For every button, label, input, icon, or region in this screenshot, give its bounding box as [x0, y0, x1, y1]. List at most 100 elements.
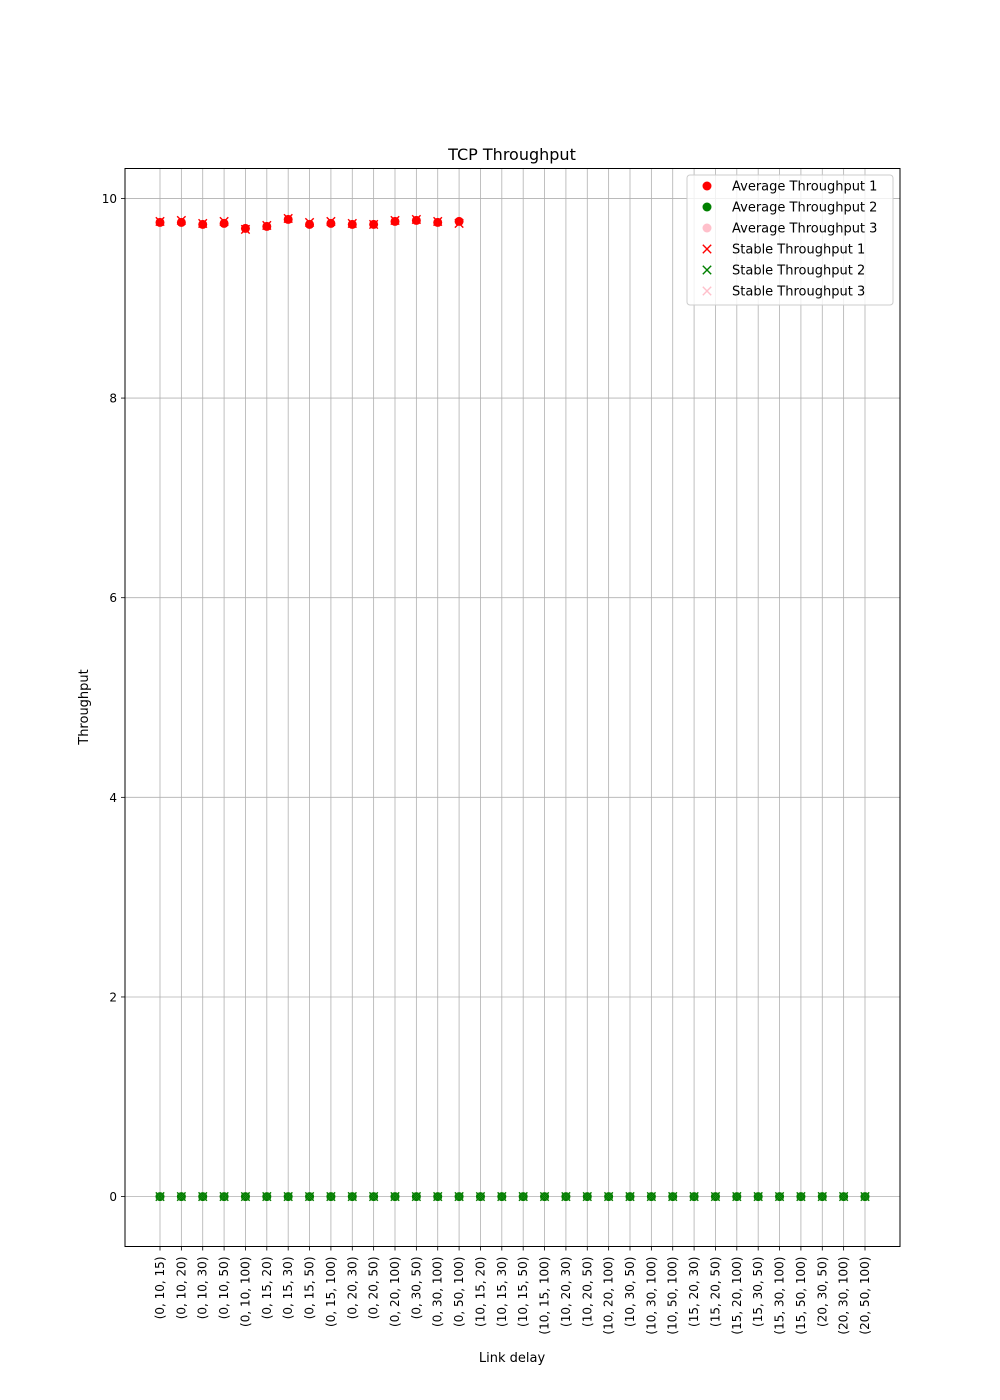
data-point-stable	[561, 1191, 571, 1202]
data-point-average	[155, 217, 165, 227]
x-axis-label: Link delay	[479, 1351, 546, 1366]
data-point-stable	[433, 216, 443, 227]
data-point-stable	[368, 1191, 379, 1202]
legend-label: Stable Throughput 1	[732, 243, 865, 258]
legend-entry: Stable Throughput 2	[702, 264, 865, 279]
x-tick-label: (20, 50, 100)	[858, 1257, 872, 1335]
x-tick-label: (10, 20, 30)	[559, 1257, 573, 1327]
data-point-stable	[454, 1191, 464, 1202]
legend-label: Average Throughput 2	[732, 201, 877, 216]
data-point-stable	[518, 1191, 528, 1202]
data-point-stable	[433, 1191, 443, 1202]
data-point-average	[198, 219, 208, 229]
data-point-stable	[240, 1191, 251, 1202]
legend-label: Average Throughput 3	[732, 222, 877, 237]
legend-label: Stable Throughput 2	[732, 264, 865, 279]
x-tick-label: (10, 20, 50)	[580, 1257, 594, 1327]
x-tick-label: (0, 10, 15)	[153, 1257, 167, 1320]
x-tick-label: (10, 30, 100)	[644, 1257, 658, 1335]
y-axis: 0 2 4 6 8 10	[102, 192, 125, 1204]
x-tick-label: (10, 30, 50)	[623, 1257, 637, 1327]
x-tick-label: (15, 30, 50)	[751, 1257, 765, 1327]
legend-marker	[702, 202, 712, 212]
data-point-stable	[475, 1191, 486, 1202]
data-point-stable	[710, 1191, 721, 1202]
data-point-stable	[368, 219, 379, 230]
legend-marker	[702, 286, 712, 296]
x-tick-label: (10, 50, 100)	[666, 1257, 680, 1335]
x-tick-label: (0, 30, 100)	[431, 1257, 445, 1327]
data-point-stable	[411, 214, 422, 225]
x-tick-label: (0, 20, 50)	[367, 1257, 381, 1320]
data-point-average	[326, 218, 336, 228]
data-point-stable	[304, 217, 315, 228]
legend-label: Stable Throughput 3	[732, 285, 865, 300]
x-tick-label: (0, 50, 100)	[452, 1257, 466, 1327]
data-point-stable	[304, 1191, 315, 1202]
x-axis: (0, 10, 15) (0, 10, 20) (0, 10, 30) (0, 10,…	[153, 1246, 872, 1335]
legend: Average Throughput 1 Average Throughput 2…	[686, 174, 894, 306]
x-tick-label: (15, 50, 100)	[794, 1257, 808, 1335]
x-tick-label: (10, 15, 100)	[538, 1257, 552, 1335]
x-tick-label: (20, 30, 50)	[815, 1257, 829, 1327]
data-point-stable	[155, 1191, 165, 1202]
legend-entry: Average Throughput 3	[702, 222, 877, 237]
legend-entry: Stable Throughput 1	[702, 243, 865, 258]
data-point-stable	[539, 1191, 550, 1202]
data-point-stable	[283, 1191, 293, 1202]
data-point-average	[390, 216, 400, 226]
x-tick-label: (10, 15, 20)	[473, 1257, 487, 1327]
data-point-stable	[411, 1191, 422, 1202]
data-point-stable	[326, 216, 336, 227]
data-point-stable	[732, 1191, 742, 1202]
y-tick-label: 2	[109, 990, 117, 1004]
y-tick-label: 6	[109, 591, 117, 605]
data-point-average	[454, 216, 464, 226]
data-point-stable	[326, 1191, 336, 1202]
plot-frame	[124, 168, 901, 1247]
y-tick-label: 8	[109, 392, 117, 406]
grid	[125, 168, 900, 1247]
x-tick-label: (15, 20, 50)	[708, 1257, 722, 1327]
x-tick-label: (20, 30, 100)	[837, 1257, 851, 1335]
data-point-stable	[390, 215, 400, 226]
data-point-average	[219, 218, 229, 228]
data-point-stable	[838, 1191, 849, 1202]
data-point-average	[411, 215, 421, 225]
data-point-stable	[582, 1191, 592, 1202]
data-point-stable	[646, 1191, 657, 1202]
x-tick-label: (0, 10, 100)	[238, 1257, 252, 1327]
x-tick-label: (15, 20, 30)	[687, 1257, 701, 1327]
data-point-stable	[347, 1191, 357, 1202]
x-tick-label: (10, 15, 30)	[495, 1257, 509, 1327]
x-tick-label: (0, 20, 30)	[345, 1257, 359, 1320]
x-tick-label: (10, 15, 50)	[516, 1257, 530, 1327]
data-point-stable	[753, 1191, 763, 1202]
data-point-stable	[240, 224, 251, 235]
data-point-average	[433, 217, 443, 227]
data-point-stable	[796, 1191, 806, 1202]
legend-entry: Stable Throughput 3	[702, 285, 865, 300]
legend-marker	[702, 223, 712, 233]
data-point-stable	[817, 1191, 827, 1202]
data-point-stable	[625, 1191, 635, 1202]
x-tick-label: (15, 30, 100)	[773, 1257, 787, 1335]
x-tick-label: (0, 15, 50)	[303, 1257, 317, 1320]
data-point-stable	[198, 1191, 208, 1202]
data-point-stable	[155, 216, 165, 227]
x-tick-label: (0, 20, 100)	[388, 1257, 402, 1327]
data-point-stable	[497, 1191, 507, 1202]
x-tick-label: (0, 10, 30)	[196, 1257, 210, 1320]
data-point-stable	[390, 1191, 400, 1202]
legend-label: Average Throughput 1	[732, 180, 877, 195]
legend-entry: Average Throughput 1	[702, 180, 877, 195]
y-axis-label: Throughput	[77, 669, 92, 746]
data-point-stable	[860, 1191, 870, 1202]
data-point-average	[305, 219, 315, 229]
x-tick-label: (0, 10, 50)	[217, 1257, 231, 1320]
data-point-stable	[347, 218, 357, 229]
chart-marks	[155, 213, 870, 1202]
y-tick-label: 4	[109, 791, 117, 805]
data-point-stable	[176, 1191, 187, 1202]
